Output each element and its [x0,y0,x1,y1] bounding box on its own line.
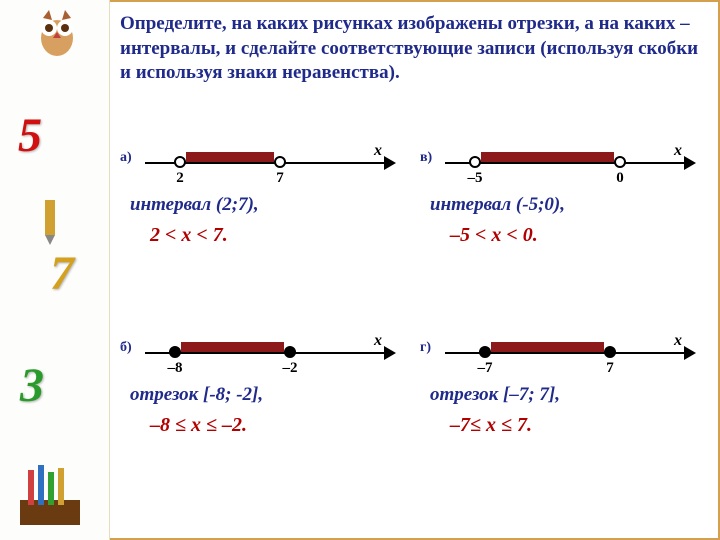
tick-b-right: –2 [283,360,298,377]
owl-icon [32,8,82,58]
answer-a-1: интервал (2;7), [130,194,400,216]
segment-b [181,342,284,352]
axis [145,352,390,354]
axis [445,162,690,164]
side-number-3: 3 [20,358,44,413]
task-text: Определите, на каких рисунках изображены… [120,12,710,86]
xlabel-v: x [674,142,682,160]
tick-v-right: 0 [616,170,624,187]
arrow-icon [384,346,396,360]
plot-v-line: –5 0 x [420,140,700,190]
plot-a: а) 2 7 x интервал (2;7), 2 < x < 7. [120,140,400,247]
tick-a-left: 2 [176,170,184,187]
point-v-right [614,156,626,168]
tick-v-left: –5 [468,170,483,187]
plot-b: б) –8 –2 x отрезок [-8; -2], –8 ≤ x ≤ –2… [120,330,400,437]
segment-g [491,342,604,352]
segment-v [481,152,614,162]
segment-a [186,152,274,162]
answer-g-2: –7≤ x ≤ 7. [450,414,700,437]
arrow-icon [684,346,696,360]
answer-v-2: –5 < x < 0. [450,224,700,247]
point-b-right [284,346,296,358]
answer-v-1: интервал (-5;0), [430,194,700,216]
tick-b-left: –8 [168,360,183,377]
plot-g: г) –7 7 x отрезок [–7; 7], –7≤ x ≤ 7. [420,330,700,437]
answer-b-2: –8 ≤ x ≤ –2. [150,414,400,437]
plot-a-line: 2 7 x [120,140,400,190]
pencils-icon [10,450,90,530]
tick-g-right: 7 [606,360,614,377]
point-g-right [604,346,616,358]
side-number-7: 7 [50,246,74,301]
point-b-left [169,346,181,358]
point-v-left [469,156,481,168]
answer-b-1: отрезок [-8; -2], [130,384,400,406]
xlabel-a: x [374,142,382,160]
answer-g-1: отрезок [–7; 7], [430,384,700,406]
point-a-left [174,156,186,168]
point-a-right [274,156,286,168]
xlabel-g: x [674,332,682,350]
side-number-5: 5 [18,108,42,163]
answer-a-2: 2 < x < 7. [150,224,400,247]
tick-g-left: –7 [478,360,493,377]
arrow-icon [384,156,396,170]
arrow-icon [684,156,696,170]
plot-v: в) –5 0 x интервал (-5;0), –5 < x < 0. [420,140,700,247]
plot-g-line: –7 7 x [420,330,700,380]
pencil-icon [35,195,65,245]
xlabel-b: x [374,332,382,350]
point-g-left [479,346,491,358]
task-block: Определите, на каких рисунках изображены… [120,12,710,86]
tick-a-right: 7 [276,170,284,187]
plot-b-line: –8 –2 x [120,330,400,380]
